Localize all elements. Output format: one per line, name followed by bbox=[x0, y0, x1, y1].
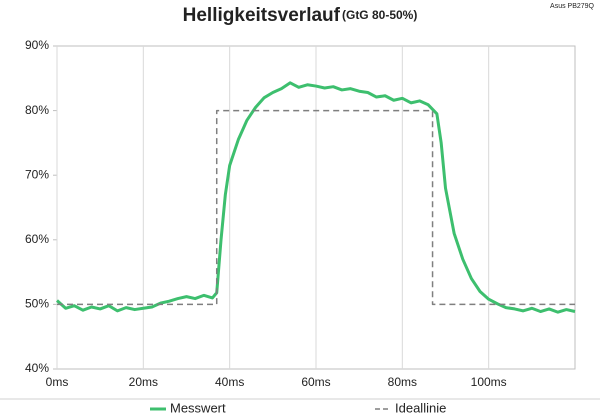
y-tick-label: 60% bbox=[25, 232, 49, 246]
corner-label: Asus PB279Q bbox=[550, 3, 595, 10]
legend-label: Ideallinie bbox=[395, 400, 446, 415]
chart-title: Helligkeitsverlauf (GtG 80-50%) bbox=[183, 5, 418, 26]
y-tick-label: 80% bbox=[25, 103, 49, 117]
x-tick-label: 60ms bbox=[301, 375, 330, 389]
y-tick-label: 70% bbox=[25, 167, 49, 181]
title: Helligkeitsverlauf bbox=[183, 5, 341, 26]
x-tick-label: 0ms bbox=[46, 375, 69, 389]
x-tick-label: 20ms bbox=[129, 375, 158, 389]
x-tick-label: 100ms bbox=[471, 375, 507, 389]
y-tick-label: 40% bbox=[25, 361, 49, 375]
legend-label: Messwert bbox=[170, 400, 226, 415]
subtitle: (GtG 80-50%) bbox=[342, 8, 417, 22]
y-tick-label: 90% bbox=[25, 38, 49, 52]
x-tick-label: 80ms bbox=[388, 375, 417, 389]
y-tick-label: 50% bbox=[25, 297, 49, 311]
series-line bbox=[55, 81, 576, 314]
x-tick-label: 40ms bbox=[215, 375, 244, 389]
series-line bbox=[57, 109, 575, 306]
